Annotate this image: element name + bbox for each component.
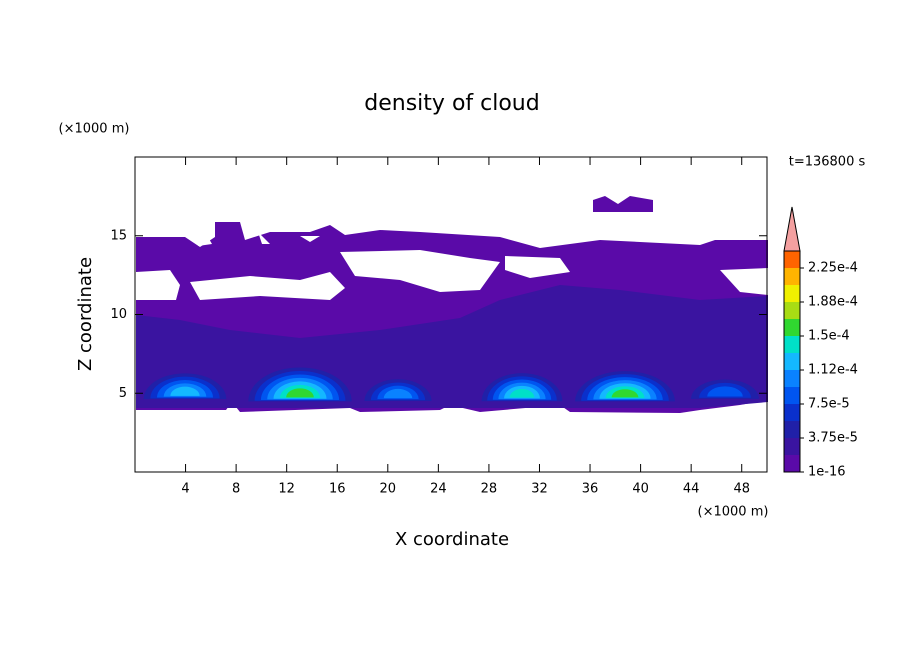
colorbar-bin: [784, 370, 800, 387]
colorbar-tick-label: 1e-16: [808, 465, 846, 480]
colorbar-tick-label: 3.75e-5: [808, 431, 858, 446]
x-tick-label: 8: [232, 482, 240, 497]
contour-gap: [198, 232, 212, 246]
time-annotation: t=136800 s: [789, 155, 866, 170]
x-tick-label: 44: [683, 482, 700, 497]
x-tick-label: 12: [278, 482, 295, 497]
x-axis-label: X coordinate: [395, 529, 509, 550]
contour-region: [509, 389, 535, 398]
contour-region: [707, 386, 743, 397]
colorbar-bin: [784, 302, 800, 319]
x-tick-label: 24: [430, 482, 447, 497]
colorbar-bin: [784, 251, 800, 268]
x-tick-label: 16: [329, 482, 346, 497]
x-tick-label: 32: [531, 482, 548, 497]
contour-gap: [136, 270, 180, 300]
colorbar-bin: [784, 268, 800, 285]
colorbar-bin: [784, 404, 800, 421]
contour-region: [286, 388, 314, 398]
contour-gap: [258, 232, 270, 244]
colorbar-bin: [784, 353, 800, 370]
y-tick-label: 10: [110, 307, 127, 322]
colorbar-tick-label: 1.5e-4: [808, 329, 850, 344]
contour-gap: [505, 256, 570, 278]
colorbar-frame: [783, 250, 801, 473]
colorbar-bin: [784, 336, 800, 353]
x-tick-label: 4: [181, 482, 189, 497]
colorbar-tick-label: 2.25e-4: [808, 261, 858, 276]
x-tick-label: 48: [733, 482, 750, 497]
x-tick-label: 36: [582, 482, 599, 497]
colorbar-bin: [784, 285, 800, 302]
y-unit: (×1000 m): [59, 122, 130, 137]
contour-region: [170, 386, 200, 396]
contour-region: [383, 388, 413, 399]
colorbar-tick-label: 1.12e-4: [808, 363, 858, 378]
contour-gap: [190, 272, 345, 300]
y-tick-label: 5: [119, 386, 127, 401]
x-tick-label: 28: [481, 482, 498, 497]
colorbar-tick-label: 7.5e-5: [808, 397, 850, 412]
contour-gap: [300, 236, 320, 242]
x-tick-label: 20: [380, 482, 397, 497]
contour-gap: [720, 268, 768, 295]
colorbar-tick-label: 1.88e-4: [808, 295, 858, 310]
colorbar-bin: [784, 319, 800, 336]
colorbar-bin: [784, 421, 800, 438]
contour-region: [611, 389, 639, 398]
y-axis-label: Z coordinate: [75, 257, 96, 371]
x-unit: (×1000 m): [698, 505, 769, 520]
x-tick-label: 40: [632, 482, 649, 497]
chart-title: density of cloud: [364, 91, 539, 116]
contour-region: [593, 196, 653, 212]
colorbar-bin: [784, 387, 800, 404]
contour-gap: [340, 250, 500, 292]
y-tick-label: 15: [110, 228, 127, 243]
colorbar-bin: [784, 455, 800, 472]
colorbar-bin: [784, 438, 800, 455]
